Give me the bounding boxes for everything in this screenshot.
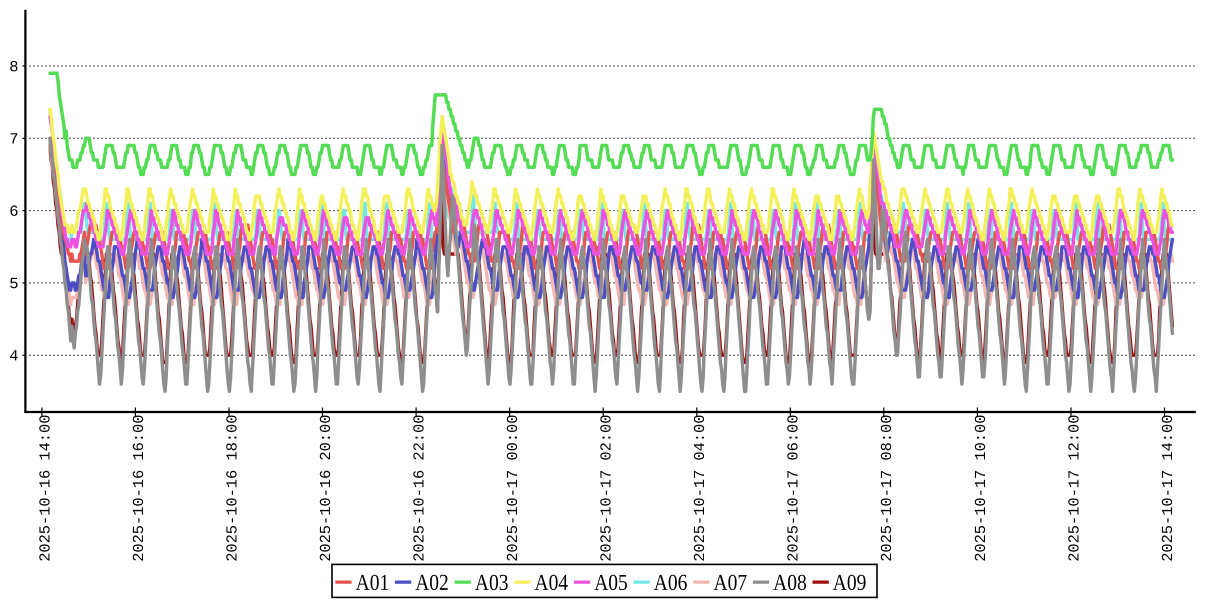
svg-text:4: 4 <box>9 347 18 365</box>
svg-text:2025-10-17 04:00: 2025-10-17 04:00 <box>691 415 709 562</box>
svg-text:2025-10-17 00:00: 2025-10-17 00:00 <box>504 415 522 562</box>
svg-text:A09: A09 <box>833 570 867 595</box>
svg-text:2025-10-17 14:00: 2025-10-17 14:00 <box>1159 415 1177 562</box>
svg-text:2025-10-16 22:00: 2025-10-16 22:00 <box>411 415 429 562</box>
svg-text:2025-10-16 14:00: 2025-10-16 14:00 <box>36 415 54 562</box>
svg-text:2025-10-16 20:00: 2025-10-16 20:00 <box>317 415 335 562</box>
svg-text:A02: A02 <box>415 570 449 595</box>
svg-text:7: 7 <box>9 130 18 148</box>
svg-text:8: 8 <box>9 58 18 76</box>
svg-text:6: 6 <box>9 203 18 221</box>
svg-text:2025-10-17 08:00: 2025-10-17 08:00 <box>878 415 896 562</box>
svg-text:A06: A06 <box>654 570 688 595</box>
svg-text:A03: A03 <box>475 570 509 595</box>
svg-text:2025-10-16 16:00: 2025-10-16 16:00 <box>130 415 148 562</box>
svg-text:2025-10-17 10:00: 2025-10-17 10:00 <box>972 415 990 562</box>
svg-text:2025-10-17 06:00: 2025-10-17 06:00 <box>785 415 803 562</box>
svg-text:2025-10-17 02:00: 2025-10-17 02:00 <box>598 415 616 562</box>
svg-text:A01: A01 <box>356 570 390 595</box>
svg-text:A07: A07 <box>713 570 747 595</box>
svg-text:2025-10-17 12:00: 2025-10-17 12:00 <box>1065 415 1083 562</box>
svg-text:2025-10-16 18:00: 2025-10-16 18:00 <box>223 415 241 562</box>
svg-text:5: 5 <box>9 275 18 293</box>
svg-text:A05: A05 <box>594 570 628 595</box>
svg-text:A04: A04 <box>534 570 568 595</box>
svg-text:A08: A08 <box>773 570 807 595</box>
